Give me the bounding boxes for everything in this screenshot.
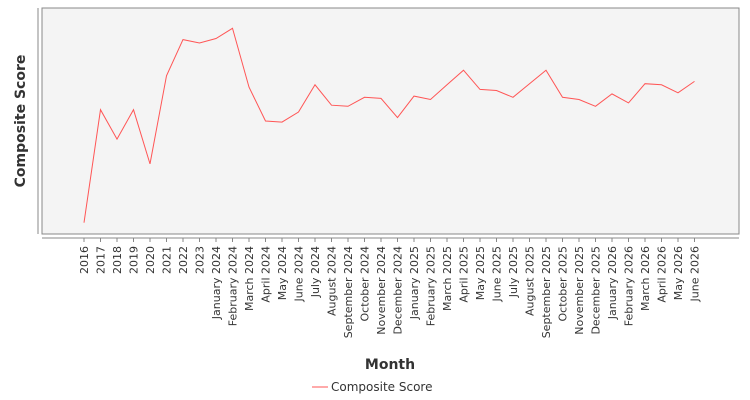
x-tick-label: November 2025 (573, 246, 586, 335)
x-tick-label: April 2024 (260, 246, 273, 303)
x-tick-label: July 2025 (507, 246, 520, 298)
x-tick-label: 2023 (194, 246, 207, 274)
x-tick-label: 2021 (161, 246, 174, 274)
x-tick-label: December 2024 (392, 246, 405, 335)
x-tick-label: 2016 (78, 246, 91, 274)
x-tick-label: September 2024 (342, 246, 355, 338)
x-tick-label: March 2025 (441, 246, 454, 311)
x-tick-label: 2022 (177, 246, 190, 274)
x-axis-tick-labels: 2016 2017 2018 2019 2020 2021 2022 2023 January … (78, 246, 702, 338)
x-tick-label: April 2025 (458, 246, 471, 303)
series-layer (83, 27, 695, 223)
x-tick-label: November 2024 (375, 246, 388, 335)
x-tick-label: 2018 (111, 246, 124, 274)
x-tick-label: April 2026 (656, 246, 669, 303)
x-tick-label: January 2024 (210, 246, 223, 320)
x-tick-label: October 2024 (359, 246, 372, 322)
x-tick-label: May 2026 (672, 246, 685, 300)
y-axis-title: Composite Score (13, 55, 29, 188)
x-tick-label: February 2024 (227, 246, 240, 326)
x-tick-label: 2019 (128, 246, 141, 274)
plot-background (41, 7, 740, 235)
legend: Composite Score (312, 380, 432, 394)
legend-label: Composite Score (331, 380, 432, 394)
x-tick-label: August 2024 (326, 246, 339, 316)
series-line-0 (83, 27, 695, 223)
x-tick-label: March 2026 (639, 246, 652, 311)
x-tick-label: 2020 (144, 246, 157, 274)
x-tick-label: January 2025 (408, 246, 421, 320)
x-axis-title: Month (365, 357, 415, 373)
x-tick-label: June 2025 (491, 246, 504, 302)
x-tick-label: January 2026 (606, 246, 619, 320)
x-tick-label: October 2025 (557, 246, 570, 322)
x-tick-label: May 2025 (474, 246, 487, 300)
x-axis-ticks (83, 238, 695, 242)
x-tick-label: August 2025 (524, 246, 537, 316)
x-tick-label: July 2024 (309, 246, 322, 298)
x-tick-label: September 2025 (540, 246, 553, 338)
x-tick-label: February 2025 (425, 246, 438, 326)
x-tick-label: June 2026 (689, 246, 702, 302)
x-tick-label: December 2025 (590, 246, 603, 335)
x-tick-label: March 2024 (243, 246, 256, 311)
x-tick-label: May 2024 (276, 246, 289, 300)
x-tick-label: June 2024 (293, 246, 306, 302)
x-tick-label: 2017 (95, 246, 108, 274)
x-tick-label: February 2026 (623, 246, 636, 326)
